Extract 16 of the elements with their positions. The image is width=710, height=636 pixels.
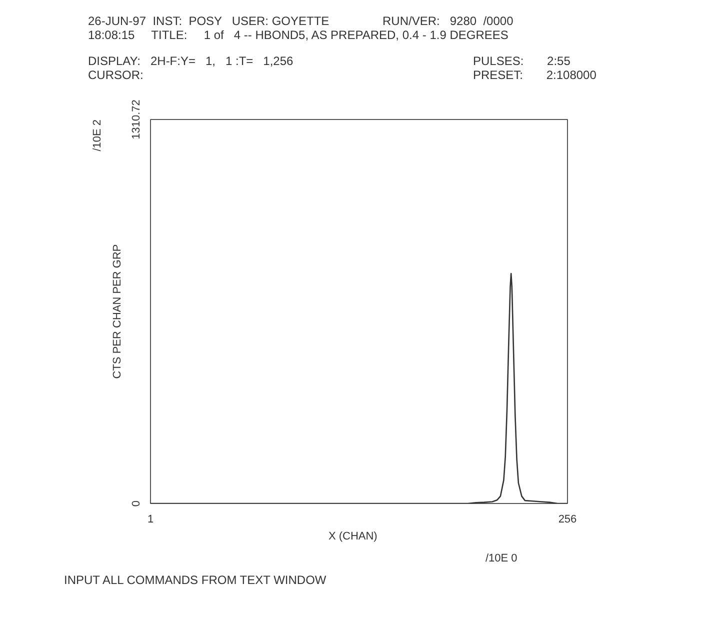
text: /10E 2 bbox=[92, 119, 104, 152]
text: INPUT ALL COMMANDS FROM TEXT WINDOW bbox=[64, 573, 326, 587]
text: CURSOR: bbox=[88, 68, 144, 82]
y-tick-label: 0 bbox=[130, 500, 142, 507]
x-axis-title: X (CHAN) bbox=[328, 530, 378, 542]
text: /10E 0 bbox=[486, 552, 518, 564]
text: PULSES: 2:55 bbox=[473, 54, 570, 68]
text: PRESET: 2:108000 bbox=[473, 68, 596, 82]
x-tick-label: 1 bbox=[147, 514, 154, 526]
line-series bbox=[150, 272, 568, 504]
y-axis-title: CTS PER CHAN PER GRP bbox=[112, 244, 124, 379]
chart-subtitle: 18:08:15 TITLE: 1 of 4 -- HBOND5, AS PREPARED, 0.4 - 1.9 DEGREES bbox=[88, 28, 508, 42]
text: DISPLAY: 2H-F:Y= 1, 1 :T= 1,256 bbox=[88, 54, 294, 68]
x-tick-label: 256 bbox=[558, 514, 577, 526]
chart-title: 26-JUN-97 INST: POSY USER: GOYETTE RUN/VER: 9280 /0000 bbox=[88, 14, 514, 28]
y-tick-label: 1310.72 bbox=[130, 100, 142, 140]
